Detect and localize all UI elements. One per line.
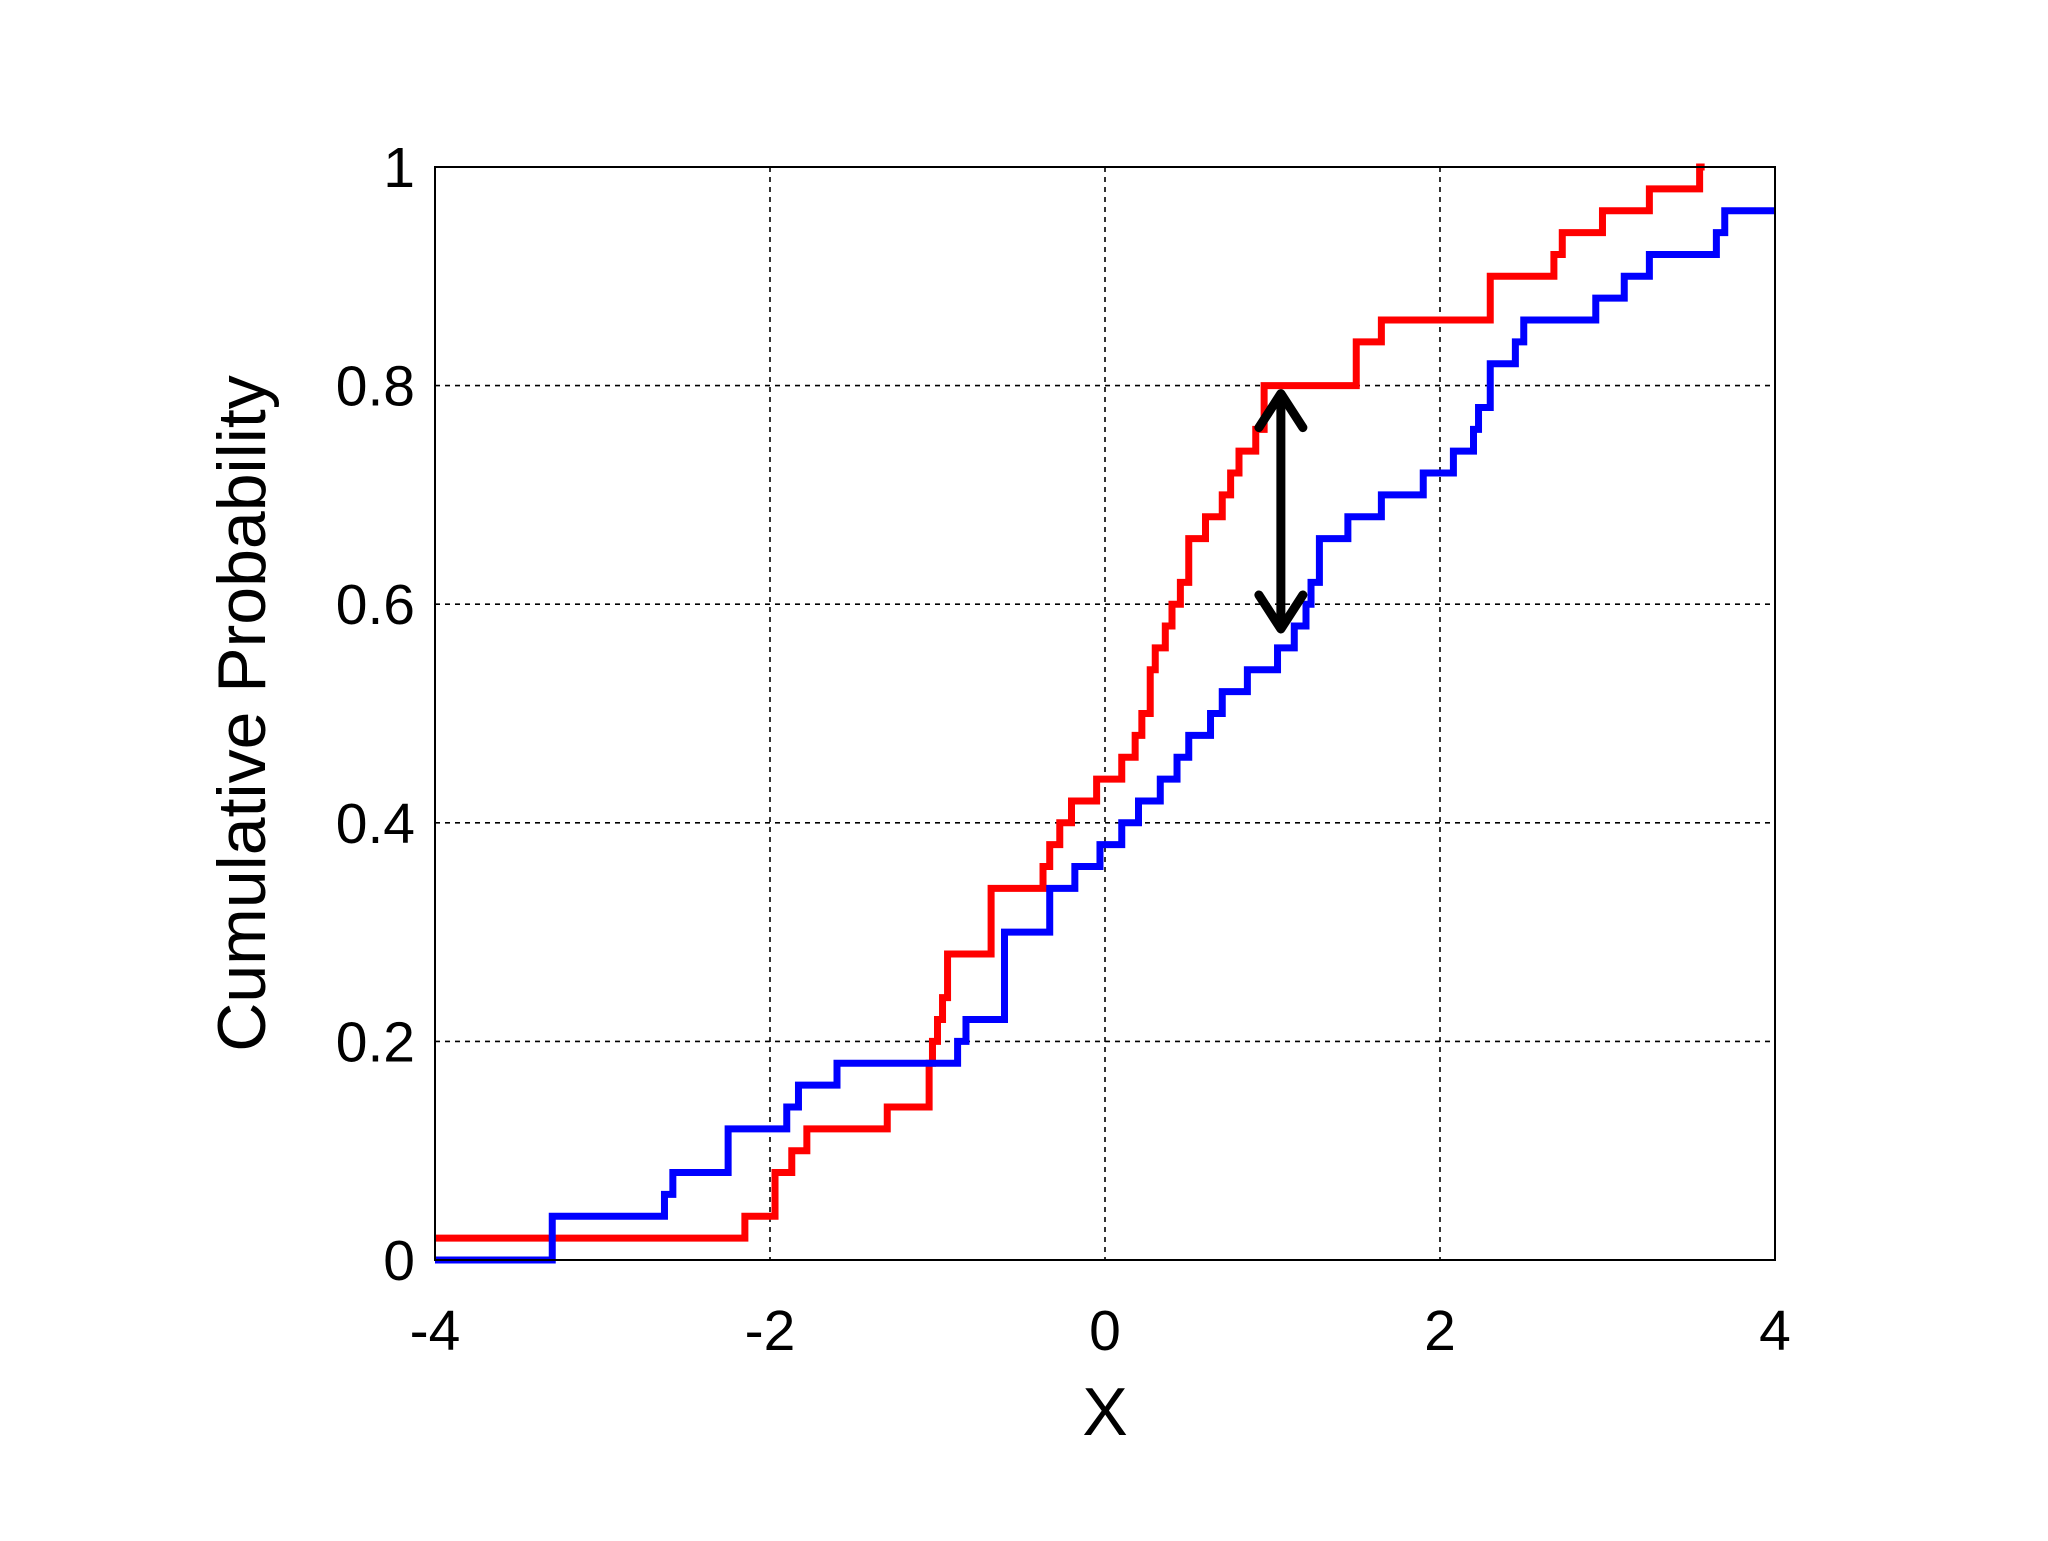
y-tick-label: 0.2 xyxy=(336,1010,415,1074)
series-line-blue xyxy=(435,207,1775,1264)
series-layer xyxy=(435,163,1775,1264)
y-tick-label: 1 xyxy=(383,136,415,200)
series-line-red xyxy=(435,163,1705,1242)
distance-arrow xyxy=(1254,389,1308,634)
annotation-layer xyxy=(1254,389,1308,634)
arrow-head-up xyxy=(1254,389,1308,433)
y-tick-labels: 0 0.2 0.4 0.6 0.8 1 xyxy=(336,136,415,1293)
x-axis-title: X xyxy=(1082,1374,1127,1450)
x-tick-labels: -4 -2 0 2 4 xyxy=(410,1299,1791,1363)
arrow-head-down xyxy=(1254,590,1308,634)
x-tick-label: 0 xyxy=(1089,1299,1121,1363)
y-axis-title: Cumulative Probability xyxy=(204,375,280,1052)
x-tick-label: -4 xyxy=(410,1299,461,1363)
x-tick-label: 2 xyxy=(1424,1299,1456,1363)
x-tick-label: -2 xyxy=(745,1299,796,1363)
y-tick-label: 0 xyxy=(383,1229,415,1293)
y-tick-label: 0.4 xyxy=(336,792,415,856)
plot-frame xyxy=(434,166,1776,1261)
y-tick-label: 0.6 xyxy=(336,573,415,637)
y-tick-label: 0.8 xyxy=(336,355,415,419)
x-tick-label: 4 xyxy=(1759,1299,1791,1363)
grid xyxy=(435,167,1775,1260)
